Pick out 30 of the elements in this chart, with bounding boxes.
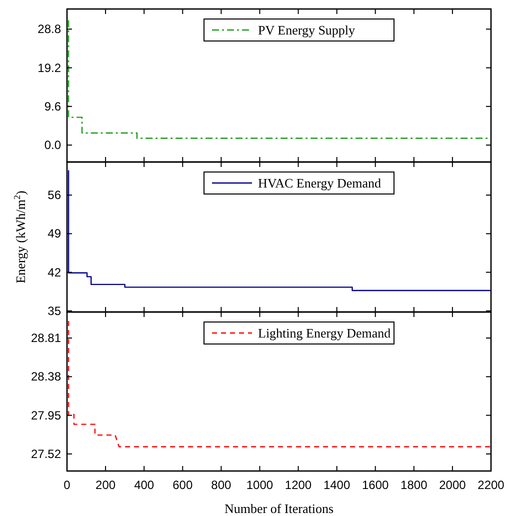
y-tick-label: 28.81 (30, 331, 62, 346)
y-tick-label: 28.38 (30, 370, 62, 384)
legend-label: HVAC Energy Demand (258, 176, 382, 190)
x-tick-label: 1800 (400, 478, 428, 492)
y-tick-label: 0.0 (44, 138, 62, 152)
y-tick-label: 19.2 (38, 60, 62, 75)
line-series (68, 170, 492, 292)
y-tick-label: 27.95 (30, 408, 62, 422)
x-tick-label: 1200 (284, 478, 312, 492)
line-series (68, 320, 492, 448)
y-tick-label: 9.6 (44, 99, 62, 114)
y-tick-label: 27.52 (30, 446, 62, 461)
x-tick-label: 2200 (478, 478, 505, 492)
y-tick-label: 42 (48, 265, 62, 280)
x-axis-title: Number of Iterations (224, 501, 334, 516)
x-tick-label: 800 (211, 478, 232, 492)
legend-label: PV Energy Supply (258, 22, 356, 38)
x-tick-label: 1400 (323, 478, 350, 492)
x-tick-label: 200 (96, 478, 116, 492)
y-tick-label: 49 (48, 226, 62, 241)
y-tick-label: 56 (48, 188, 62, 202)
y-tick-label: 35 (48, 304, 62, 318)
x-tick-label: 600 (172, 478, 193, 492)
x-tick-label: 2000 (439, 478, 466, 492)
legend-label: Lighting Energy Demand (258, 326, 392, 340)
x-tick-label: 400 (134, 478, 154, 492)
x-tick-label: 1000 (246, 478, 274, 492)
y-tick-label: 28.8 (38, 22, 62, 36)
x-tick-label: 1600 (362, 478, 390, 492)
x-tick-label: 0 (64, 478, 71, 492)
